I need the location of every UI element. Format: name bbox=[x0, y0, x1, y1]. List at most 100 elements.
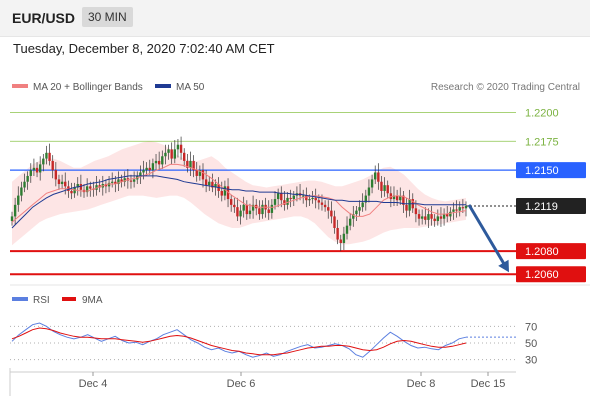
candle-body bbox=[164, 152, 167, 157]
candle-body bbox=[261, 204, 264, 215]
candle-body bbox=[374, 172, 377, 180]
legend-rsi-label: RSI bbox=[33, 295, 50, 306]
projection-arrowhead bbox=[498, 259, 509, 273]
candle-body bbox=[236, 207, 239, 217]
candle-body bbox=[430, 214, 433, 219]
candle-body bbox=[242, 204, 245, 211]
candle-body bbox=[179, 144, 183, 153]
candle-body bbox=[402, 195, 405, 205]
symbol-label: EUR/USD bbox=[12, 10, 76, 26]
x-tick-label: Dec 4 bbox=[79, 378, 108, 390]
candle-body bbox=[161, 156, 164, 165]
candle-body bbox=[258, 208, 261, 215]
candle-body bbox=[358, 207, 361, 211]
candle-body bbox=[427, 214, 430, 220]
candle-body bbox=[461, 207, 465, 209]
candle-body bbox=[195, 170, 198, 176]
candle-body bbox=[458, 207, 461, 211]
candle-body bbox=[139, 172, 142, 176]
rsi-series-RSI bbox=[11, 322, 467, 358]
legend-ma20-swatch bbox=[12, 84, 28, 88]
candle-body bbox=[273, 199, 277, 205]
candle-body bbox=[367, 187, 371, 196]
timestamp: Tuesday, December 8, 2020 7:02:40 AM CET bbox=[13, 41, 275, 56]
candle-body bbox=[220, 190, 223, 196]
x-tick-label: Dec 15 bbox=[471, 378, 506, 390]
candle-body bbox=[370, 179, 374, 188]
candle-body bbox=[455, 209, 458, 211]
candle-body bbox=[114, 181, 117, 185]
candle-body bbox=[79, 184, 83, 190]
candle-body bbox=[89, 186, 92, 189]
legend-ma50-swatch bbox=[155, 84, 171, 88]
rsi-tick-30: 30 bbox=[525, 355, 537, 367]
candle-body bbox=[120, 179, 123, 182]
candle-body bbox=[389, 193, 393, 200]
candle-body bbox=[377, 172, 380, 182]
level-label-1.2060: 1.2060 bbox=[525, 269, 559, 281]
candle-body bbox=[364, 195, 368, 203]
candle-body bbox=[151, 163, 155, 171]
candle-body bbox=[29, 170, 32, 176]
candle-body bbox=[129, 180, 133, 182]
candle-body bbox=[383, 185, 386, 191]
candle-body bbox=[26, 175, 29, 182]
legend-9ma-label: 9MA bbox=[82, 295, 103, 306]
candle-body bbox=[145, 167, 148, 171]
candle-body bbox=[248, 210, 252, 215]
candle-body bbox=[420, 216, 424, 219]
candle-body bbox=[308, 199, 311, 201]
candle-body bbox=[336, 227, 339, 240]
candle-body bbox=[280, 193, 283, 201]
candle-body bbox=[436, 216, 440, 222]
candle-body bbox=[330, 210, 333, 217]
candle-body bbox=[449, 211, 452, 217]
candle-body bbox=[442, 214, 446, 219]
candle-body bbox=[132, 179, 136, 182]
candle-body bbox=[339, 239, 342, 243]
candle-body bbox=[167, 149, 170, 153]
candle-body bbox=[314, 197, 317, 201]
header-bar: EUR/USD 30 MIN bbox=[0, 0, 590, 37]
level-badge-1.2119 bbox=[516, 198, 586, 214]
candle-body bbox=[201, 170, 205, 180]
candle-body bbox=[348, 218, 352, 226]
level-badge-1.2080 bbox=[516, 243, 586, 260]
candle-body bbox=[70, 190, 73, 194]
rsi-tick-50: 50 bbox=[525, 338, 537, 350]
candle-body bbox=[305, 195, 308, 201]
candle-body bbox=[64, 181, 67, 187]
candle-body bbox=[107, 182, 111, 187]
candle-body bbox=[117, 179, 120, 185]
candle-body bbox=[446, 214, 449, 217]
candle-body bbox=[333, 216, 336, 228]
candle-body bbox=[417, 214, 421, 219]
candle-body bbox=[399, 195, 402, 201]
candle-body bbox=[392, 195, 396, 200]
candle-body bbox=[323, 204, 327, 208]
candle-body bbox=[20, 187, 23, 196]
candle-body bbox=[183, 152, 186, 161]
candle-body bbox=[154, 160, 158, 164]
candle-body bbox=[267, 209, 270, 213]
x-tick-label: Dec 6 bbox=[227, 378, 256, 390]
candle-body bbox=[76, 184, 79, 188]
candle-body bbox=[251, 204, 255, 211]
candle-body bbox=[424, 216, 427, 220]
candle-body bbox=[110, 181, 114, 183]
candle-body bbox=[352, 214, 355, 219]
interval-badge[interactable]: 30 MIN bbox=[82, 7, 133, 27]
candle-body bbox=[286, 197, 289, 205]
candle-body bbox=[211, 181, 214, 188]
candle-body bbox=[405, 204, 408, 211]
candle-body bbox=[17, 195, 20, 205]
candle-body bbox=[345, 225, 349, 234]
candle-body bbox=[439, 216, 443, 219]
legend-rsi-swatch bbox=[12, 297, 28, 301]
candle-body bbox=[395, 195, 399, 201]
candle-body bbox=[414, 208, 418, 215]
candle-body bbox=[23, 181, 26, 188]
level-label-1.2175: 1.2175 bbox=[525, 136, 559, 148]
candle-body bbox=[464, 206, 468, 209]
